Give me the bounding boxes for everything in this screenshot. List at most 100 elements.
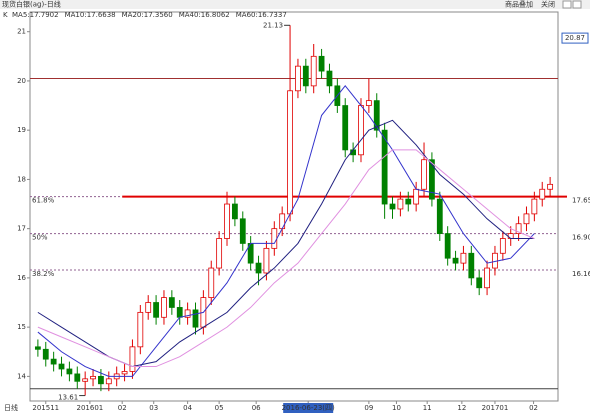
x-tick-label: 10 bbox=[392, 404, 401, 412]
y-tick-label: 14 bbox=[17, 372, 26, 380]
candle-body bbox=[224, 203, 230, 239]
x-tick-label: 02 bbox=[529, 404, 538, 412]
annotation: 13.61 bbox=[58, 394, 78, 402]
candle-body bbox=[484, 267, 490, 289]
fib-ratio: 38.2% bbox=[32, 270, 55, 278]
plot-frame bbox=[29, 11, 559, 402]
candle-body bbox=[121, 371, 128, 375]
candle-body bbox=[50, 358, 57, 365]
candle-body bbox=[255, 262, 262, 274]
candle-body bbox=[365, 100, 372, 106]
candle-body bbox=[129, 346, 136, 372]
candle-body bbox=[176, 307, 183, 318]
x-tick-label: 11 bbox=[423, 404, 432, 412]
candle-body bbox=[137, 311, 144, 348]
x-tick-label: 201511 bbox=[32, 404, 59, 412]
candle-body bbox=[318, 55, 325, 72]
candle-body bbox=[381, 129, 388, 205]
candle-body bbox=[239, 218, 246, 244]
x-tick-label: 06 bbox=[252, 404, 261, 412]
title-bar bbox=[0, 0, 590, 9]
candle-body bbox=[98, 375, 104, 385]
candle-body bbox=[271, 228, 278, 249]
x-tick-label: 05 bbox=[215, 404, 224, 412]
candle-body bbox=[58, 363, 65, 370]
price-box bbox=[561, 32, 589, 44]
annotation: 21.13 bbox=[263, 21, 283, 29]
y-tick-label: 20 bbox=[17, 77, 26, 85]
candle-body bbox=[499, 238, 506, 254]
candle-body bbox=[216, 238, 223, 269]
legend-entry: MA10:17.6638 bbox=[65, 11, 116, 19]
candle-body bbox=[161, 297, 167, 318]
candle-body bbox=[66, 368, 73, 375]
candle-body bbox=[231, 203, 238, 220]
candle-body bbox=[192, 309, 199, 328]
candle-body bbox=[547, 183, 554, 190]
y-tick-label: 15 bbox=[17, 323, 26, 331]
candle-body bbox=[539, 188, 546, 200]
fib-price: 17.65 bbox=[572, 197, 590, 205]
candle-body bbox=[523, 213, 530, 225]
candle-body bbox=[468, 252, 475, 279]
ma-line bbox=[37, 149, 535, 368]
candle-body bbox=[452, 257, 459, 264]
x-tick-label: 201601 bbox=[77, 404, 104, 412]
candle-body bbox=[507, 233, 514, 239]
legend-entry: MA20:17.3560 bbox=[122, 11, 173, 19]
candle-body bbox=[373, 100, 380, 131]
candle-body bbox=[515, 223, 522, 234]
fib-ratio: 61.8% bbox=[32, 197, 55, 205]
candle-body bbox=[326, 70, 333, 87]
candle-body bbox=[263, 247, 270, 274]
candle-body bbox=[460, 252, 467, 264]
y-tick-label: 16 bbox=[17, 274, 26, 282]
crosshair-date-box bbox=[283, 403, 334, 413]
candle-body bbox=[436, 198, 443, 234]
x-tick-label: 02 bbox=[118, 404, 127, 412]
candle-body bbox=[82, 378, 89, 382]
legend-entry: MA40:16.8062 bbox=[179, 11, 230, 19]
x-tick-label: 04 bbox=[183, 404, 192, 412]
candle-body bbox=[287, 90, 293, 215]
candle-body bbox=[444, 233, 451, 259]
candle-body bbox=[358, 105, 364, 156]
x-tick-label: 201701 bbox=[482, 404, 509, 412]
candle-body bbox=[421, 159, 427, 190]
k-label: K bbox=[3, 11, 8, 19]
legend-entry: MA5:17.7902 bbox=[12, 11, 59, 19]
y-tick-label: 19 bbox=[17, 126, 26, 134]
candle-body bbox=[90, 375, 96, 380]
ma-line bbox=[37, 85, 535, 377]
x-tick-label: 03 bbox=[149, 404, 158, 412]
candle-body bbox=[34, 346, 41, 350]
x-tick-label: 2016-06-23(四) bbox=[282, 404, 335, 412]
legend-entry: MA60:16.7337 bbox=[236, 11, 287, 19]
candle-body bbox=[405, 198, 412, 205]
fib-price: 16.16 bbox=[572, 270, 590, 278]
candle-body bbox=[145, 302, 152, 313]
window-button[interactable] bbox=[562, 0, 572, 9]
candle-body bbox=[342, 105, 349, 151]
chart-title: 现货白银(ag)-日线 bbox=[2, 0, 61, 9]
candle-body bbox=[295, 65, 301, 92]
fib-price: 16.90 bbox=[572, 234, 590, 242]
candle-body bbox=[429, 159, 435, 200]
candle-body bbox=[531, 198, 538, 215]
y-tick-label: 18 bbox=[17, 175, 26, 183]
candle-body bbox=[74, 373, 81, 382]
overlay-button[interactable]: 商品叠加 bbox=[505, 0, 533, 9]
x-tick-label: 12 bbox=[457, 404, 466, 412]
close-button[interactable]: 关闭 bbox=[541, 0, 555, 9]
y-tick-label: 21 bbox=[17, 28, 26, 36]
window-button[interactable] bbox=[572, 0, 582, 9]
period-label: 日线 bbox=[4, 403, 18, 412]
candle-body bbox=[42, 348, 49, 360]
candle-body bbox=[168, 297, 175, 308]
candle-body bbox=[476, 277, 483, 289]
candle-body bbox=[310, 55, 317, 87]
candle-body bbox=[105, 378, 112, 385]
price-box-label: 20.87 bbox=[565, 34, 585, 42]
candle-body bbox=[302, 65, 309, 87]
